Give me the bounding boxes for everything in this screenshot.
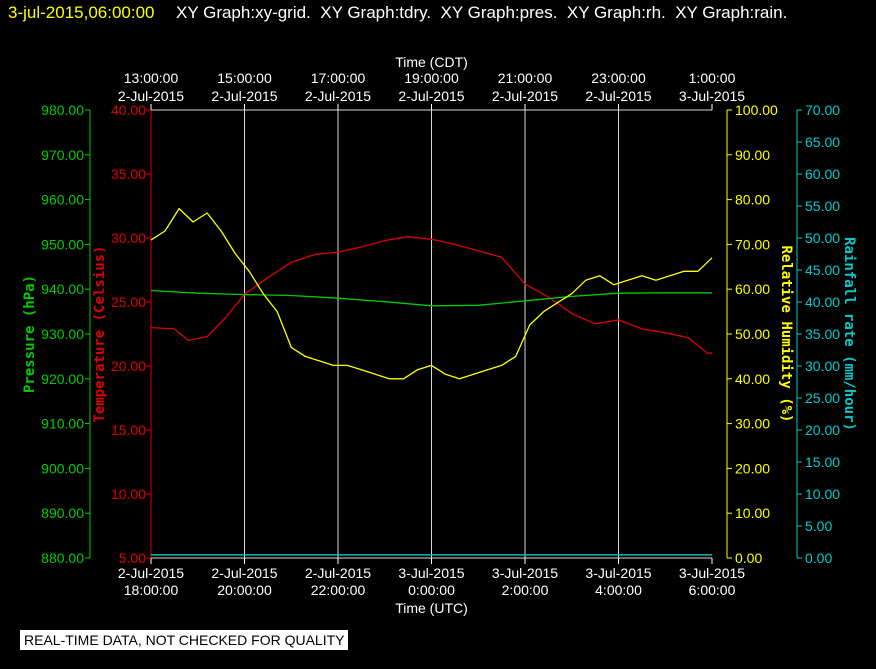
rain-tick-label: 40.00 — [805, 294, 840, 310]
header-date: 3-jul-2015,06:00:00 — [8, 3, 155, 22]
pressure-tick-label: 950.00 — [41, 236, 84, 252]
x-tick-label-utc-time: 4:00:00 — [595, 582, 642, 598]
humidity-series-line — [150, 207, 713, 380]
x-tick-label-utc-time: 2:00:00 — [502, 582, 549, 598]
rain-tick-label: 50.00 — [805, 230, 840, 246]
pressure-tick-label: 930.00 — [41, 326, 84, 342]
x-axis-title-utc: Time (UTC) — [395, 600, 468, 616]
rain-tick-label: 5.00 — [805, 518, 832, 534]
x-tick-label-cdt-time: 23:00:00 — [591, 70, 646, 86]
x-tick-label-utc-date: 3-Jul-2015 — [585, 565, 651, 581]
humidity-tick-label: 0.00 — [735, 550, 762, 566]
x-tick-label-cdt-time: 17:00:00 — [311, 70, 366, 86]
temperature-tick-label: 5.00 — [119, 550, 146, 566]
temperature-tick-label: 35.00 — [111, 166, 146, 182]
temperature-tick-label: 25.00 — [111, 294, 146, 310]
x-tick-label-utc-date: 3-Jul-2015 — [492, 565, 558, 581]
humidity-tick-label: 50.00 — [735, 326, 770, 342]
graph-header: 3-jul-2015,06:00:00 XY Graph:xy-grid. XY… — [0, 0, 876, 30]
x-tick-label-cdt-date: 2-Jul-2015 — [211, 88, 277, 104]
rain-tick-label: 20.00 — [805, 422, 840, 438]
x-tick-label-utc-date: 2-Jul-2015 — [118, 565, 184, 581]
x-tick-label-utc-time: 22:00:00 — [311, 582, 366, 598]
pressure-tick-label: 960.00 — [41, 192, 84, 208]
rain-tick-label: 45.00 — [805, 262, 840, 278]
rain-tick-label: 55.00 — [805, 198, 840, 214]
pressure-tick-label: 900.00 — [41, 460, 84, 476]
pressure-tick-label: 910.00 — [41, 416, 84, 432]
rain-tick-label: 35.00 — [805, 326, 840, 342]
rain-tick-label: 60.00 — [805, 166, 840, 182]
x-tick-label-cdt-date: 2-Jul-2015 — [305, 88, 371, 104]
pressure-axis-title: Pressure (hPa) — [22, 275, 38, 393]
humidity-tick-label: 80.00 — [735, 192, 770, 208]
pressure-tick-label: 970.00 — [41, 147, 84, 163]
x-tick-label-cdt-date: 3-Jul-2015 — [679, 88, 745, 104]
x-tick-label-cdt-time: 19:00:00 — [404, 70, 459, 86]
temperature-axis-title: Temperature (Celsius) — [92, 245, 108, 422]
rain-tick-label: 25.00 — [805, 390, 840, 406]
x-axis-title-cdt: Time (CDT) — [395, 54, 468, 70]
x-tick-label-utc-time: 20:00:00 — [217, 582, 272, 598]
rain-tick-label: 30.00 — [805, 358, 840, 374]
x-tick-label-utc-date: 3-Jul-2015 — [398, 565, 464, 581]
x-tick-label-cdt-date: 2-Jul-2015 — [398, 88, 464, 104]
pressure-tick-label: 890.00 — [41, 505, 84, 521]
pressure-series-line — [150, 289, 712, 307]
temperature-tick-label: 40.00 — [111, 102, 146, 118]
pressure-tick-label: 940.00 — [41, 281, 84, 297]
x-tick-label-cdt-time: 15:00:00 — [217, 70, 272, 86]
x-tick-label-utc-date: 2-Jul-2015 — [211, 565, 277, 581]
x-tick-label-cdt-date: 2-Jul-2015 — [492, 88, 558, 104]
x-tick-label-utc-date: 2-Jul-2015 — [305, 565, 371, 581]
temperature-tick-label: 15.00 — [111, 422, 146, 438]
temperature-tick-label: 10.00 — [111, 486, 146, 502]
humidity-tick-label: 30.00 — [735, 416, 770, 432]
humidity-tick-label: 90.00 — [735, 147, 770, 163]
rain-tick-label: 0.00 — [805, 550, 832, 566]
humidity-tick-label: 40.00 — [735, 371, 770, 387]
rain-tick-label: 70.00 — [805, 102, 840, 118]
pressure-tick-label: 980.00 — [41, 102, 84, 118]
quality-disclaimer: REAL-TIME DATA, NOT CHECKED FOR QUALITY — [20, 630, 349, 650]
x-tick-label-cdt-time: 21:00:00 — [498, 70, 553, 86]
humidity-tick-label: 20.00 — [735, 460, 770, 476]
humidity-tick-label: 70.00 — [735, 236, 770, 252]
rain-tick-label: 10.00 — [805, 486, 840, 502]
temperature-series-line — [150, 236, 712, 354]
x-tick-label-cdt-time: 13:00:00 — [124, 70, 179, 86]
humidity-tick-label: 10.00 — [735, 505, 770, 521]
pressure-tick-label: 920.00 — [41, 371, 84, 387]
header-graph-list: XY Graph:xy-grid. XY Graph:tdry. XY Grap… — [176, 3, 788, 22]
x-tick-label-utc-time: 0:00:00 — [408, 582, 455, 598]
x-tick-label-utc-date: 3-Jul-2015 — [679, 565, 745, 581]
x-tick-label-cdt-date: 2-Jul-2015 — [118, 88, 184, 104]
rain-axis-title: Rainfall rate (mm/hour) — [841, 237, 857, 431]
temperature-tick-label: 30.00 — [111, 230, 146, 246]
rain-tick-label: 65.00 — [805, 134, 840, 150]
pressure-tick-label: 880.00 — [41, 550, 84, 566]
humidity-axis-title: Relative Humidity (%) — [778, 245, 794, 422]
humidity-tick-label: 100.00 — [735, 102, 778, 118]
x-tick-label-cdt-time: 1:00:00 — [689, 70, 736, 86]
humidity-tick-label: 60.00 — [735, 281, 770, 297]
temperature-tick-label: 20.00 — [111, 358, 146, 374]
x-tick-label-utc-time: 6:00:00 — [689, 582, 736, 598]
x-tick-label-utc-time: 18:00:00 — [124, 582, 179, 598]
rain-tick-label: 15.00 — [805, 454, 840, 470]
x-tick-label-cdt-date: 2-Jul-2015 — [585, 88, 651, 104]
